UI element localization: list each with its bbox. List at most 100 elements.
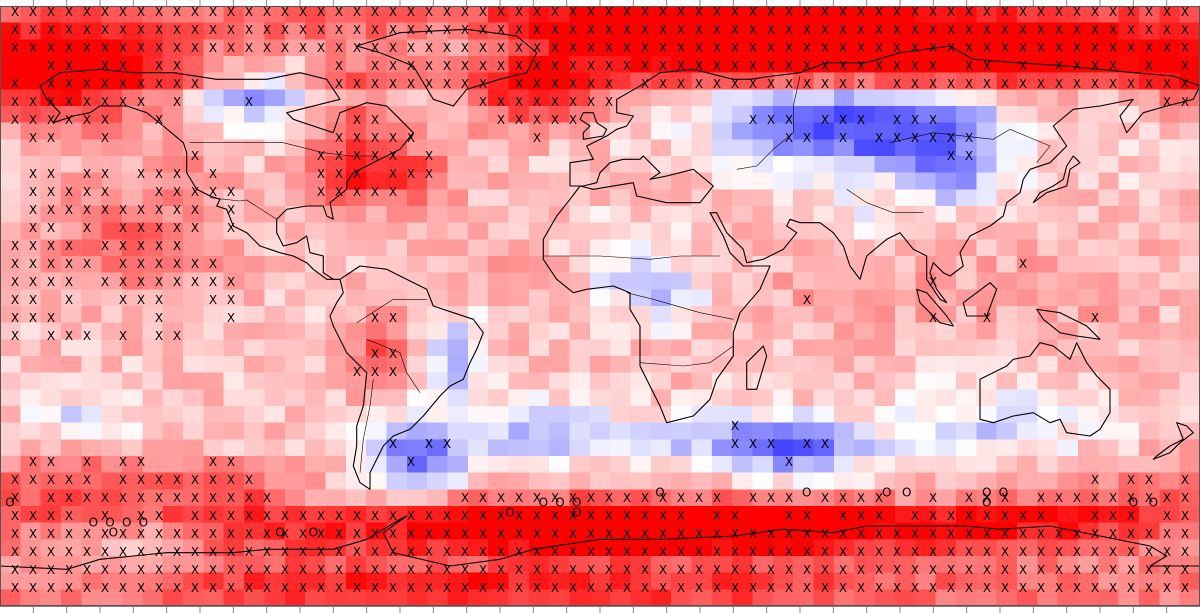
grid-cell — [508, 589, 530, 607]
grid-cell — [345, 506, 367, 524]
grid-cell — [833, 472, 855, 490]
grid-cell — [915, 322, 937, 340]
grid-cell — [915, 239, 937, 257]
x-marker: X — [317, 23, 325, 37]
grid-cell — [1057, 272, 1079, 290]
o-marker: O — [309, 526, 318, 540]
grid-cell — [366, 6, 388, 24]
x-marker: X — [947, 23, 955, 37]
x-marker: X — [695, 23, 703, 37]
x-marker: X — [497, 509, 505, 523]
grid-cell — [894, 406, 916, 424]
x-marker: X — [1091, 473, 1099, 487]
x-marker: X — [677, 581, 685, 595]
grid-cell — [1098, 456, 1120, 474]
x-marker: X — [119, 491, 127, 505]
grid-cell — [40, 456, 62, 474]
x-marker: X — [1037, 77, 1045, 91]
grid-cell — [650, 439, 672, 457]
grid-cell — [447, 272, 469, 290]
grid-cell — [183, 122, 204, 140]
grid-cell — [162, 472, 184, 490]
x-marker: X — [929, 275, 937, 289]
grid-cell — [427, 372, 449, 390]
x-marker: X — [569, 545, 577, 559]
x-marker: X — [137, 41, 145, 55]
grid-cell — [488, 139, 510, 157]
x-marker: X — [641, 581, 649, 595]
grid-cell — [772, 172, 794, 190]
x-marker: X — [65, 203, 73, 217]
x-marker: X — [29, 527, 37, 541]
x-marker: X — [209, 581, 217, 595]
o-marker: O — [902, 486, 911, 500]
grid-cell — [1057, 389, 1079, 407]
grid-cell — [203, 356, 225, 374]
grid-cell — [833, 72, 855, 90]
grid-cell — [569, 39, 591, 57]
o-marker: O — [572, 496, 581, 510]
x-marker: X — [965, 23, 973, 37]
grid-cell — [589, 556, 611, 574]
grid-cell — [793, 489, 815, 507]
grid-cell — [406, 289, 428, 307]
x-marker: X — [11, 491, 19, 505]
grid-cell — [874, 139, 896, 157]
x-marker: X — [587, 491, 595, 505]
x-marker: X — [173, 239, 181, 253]
grid-cell — [549, 189, 571, 207]
x-marker: X — [353, 77, 361, 91]
grid-cell — [813, 206, 835, 224]
x-marker: X — [479, 41, 487, 55]
x-marker: X — [101, 527, 109, 541]
grid-cell — [447, 289, 469, 307]
x-marker: X — [659, 563, 667, 577]
grid-cell — [325, 589, 347, 607]
grid-cell — [508, 489, 530, 507]
grid-cell — [508, 506, 530, 524]
grid-cell — [630, 322, 652, 340]
x-marker: X — [893, 563, 901, 577]
x-marker: X — [83, 473, 91, 487]
x-marker: X — [803, 563, 811, 577]
grid-cell — [752, 256, 774, 274]
us-mexico-border — [209, 197, 277, 220]
new-guinea-outline — [1036, 308, 1101, 340]
grid-cell — [0, 189, 21, 207]
grid-cell — [345, 206, 367, 224]
grid-cell — [1098, 339, 1120, 357]
grid-cell — [752, 556, 774, 574]
x-marker: X — [155, 221, 163, 235]
grid-cell — [305, 589, 327, 607]
grid-cell — [1138, 22, 1160, 40]
grid-cell — [366, 322, 388, 340]
grid-cell — [1138, 539, 1160, 557]
grid-cell — [183, 189, 204, 207]
grid-cell — [20, 156, 42, 174]
grid-cell — [630, 206, 652, 224]
x-marker: X — [371, 5, 379, 19]
grid-cell — [793, 106, 815, 124]
grid-cell — [447, 172, 469, 190]
grid-cell — [711, 389, 733, 407]
grid-cell — [61, 589, 82, 607]
grid-cell — [976, 456, 998, 474]
x-marker: X — [83, 113, 91, 127]
grid-cell — [549, 489, 571, 507]
grid-cell — [671, 272, 693, 290]
grid-cell — [569, 222, 591, 240]
grid-cell — [40, 506, 62, 524]
x-marker: X — [173, 491, 181, 505]
grid-cell — [447, 389, 469, 407]
grid-cell — [386, 389, 408, 407]
grid-cell — [955, 456, 977, 474]
grid-cell — [1159, 322, 1181, 340]
x-marker: X — [245, 527, 253, 541]
grid-cell — [183, 589, 204, 607]
x-marker: X — [875, 41, 883, 55]
x-marker: X — [65, 41, 73, 55]
grid-cell — [386, 89, 408, 107]
grid-cell — [1138, 56, 1160, 74]
x-marker: X — [83, 329, 91, 343]
